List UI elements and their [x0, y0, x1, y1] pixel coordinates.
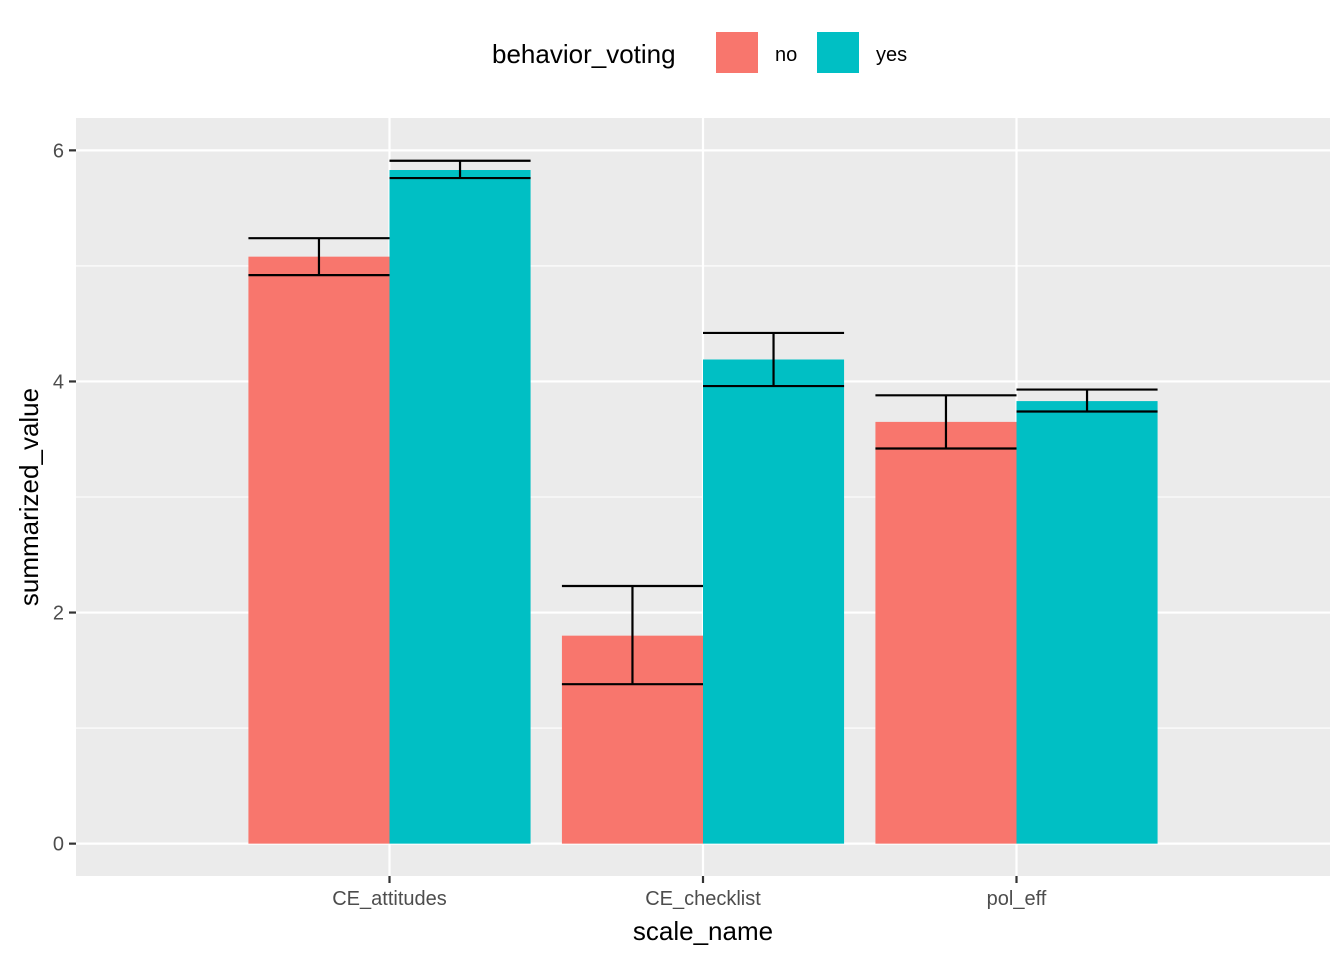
- legend-label-no: no: [775, 44, 797, 66]
- errorbar-yes-CE_attitudes: [389, 159, 531, 180]
- x-axis: CE_attitudes CE_checklist pol_eff: [332, 876, 1047, 910]
- legend: behavior_voting no yes: [492, 32, 907, 73]
- legend-label-yes: yes: [876, 44, 907, 66]
- bar-no-pol_eff: [875, 421, 1017, 844]
- bar-yes-CE_attitudes: [389, 169, 531, 844]
- error-bars: [248, 159, 1158, 686]
- legend-title: behavior_voting: [492, 39, 676, 69]
- x-tick-label: CE_checklist: [645, 888, 761, 910]
- y-axis-title: summarized_value: [14, 388, 44, 606]
- legend-key-no: [716, 32, 758, 73]
- y-tick-label: 6: [53, 140, 64, 162]
- y-tick-label: 0: [53, 834, 64, 856]
- errorbar-no-CE_attitudes: [248, 237, 390, 277]
- errorbar-no-pol_eff: [875, 394, 1017, 450]
- errorbar-no-CE_checklist: [561, 584, 703, 686]
- legend-key-yes: [817, 32, 859, 73]
- x-tick-label: pol_eff: [987, 888, 1047, 910]
- x-axis-title: scale_name: [633, 916, 773, 946]
- bars: [248, 169, 1158, 844]
- errorbar-yes-pol_eff: [1016, 388, 1158, 413]
- bar-yes-CE_checklist: [703, 359, 845, 844]
- x-tick-label: CE_attitudes: [332, 888, 447, 910]
- bar-yes-pol_eff: [1016, 401, 1158, 844]
- y-tick-label: 4: [53, 371, 64, 393]
- errorbar-yes-CE_checklist: [703, 331, 845, 388]
- y-axis: 0 2 4 6: [53, 140, 76, 856]
- bar-no-CE_attitudes: [248, 256, 390, 844]
- y-tick-label: 2: [53, 603, 64, 625]
